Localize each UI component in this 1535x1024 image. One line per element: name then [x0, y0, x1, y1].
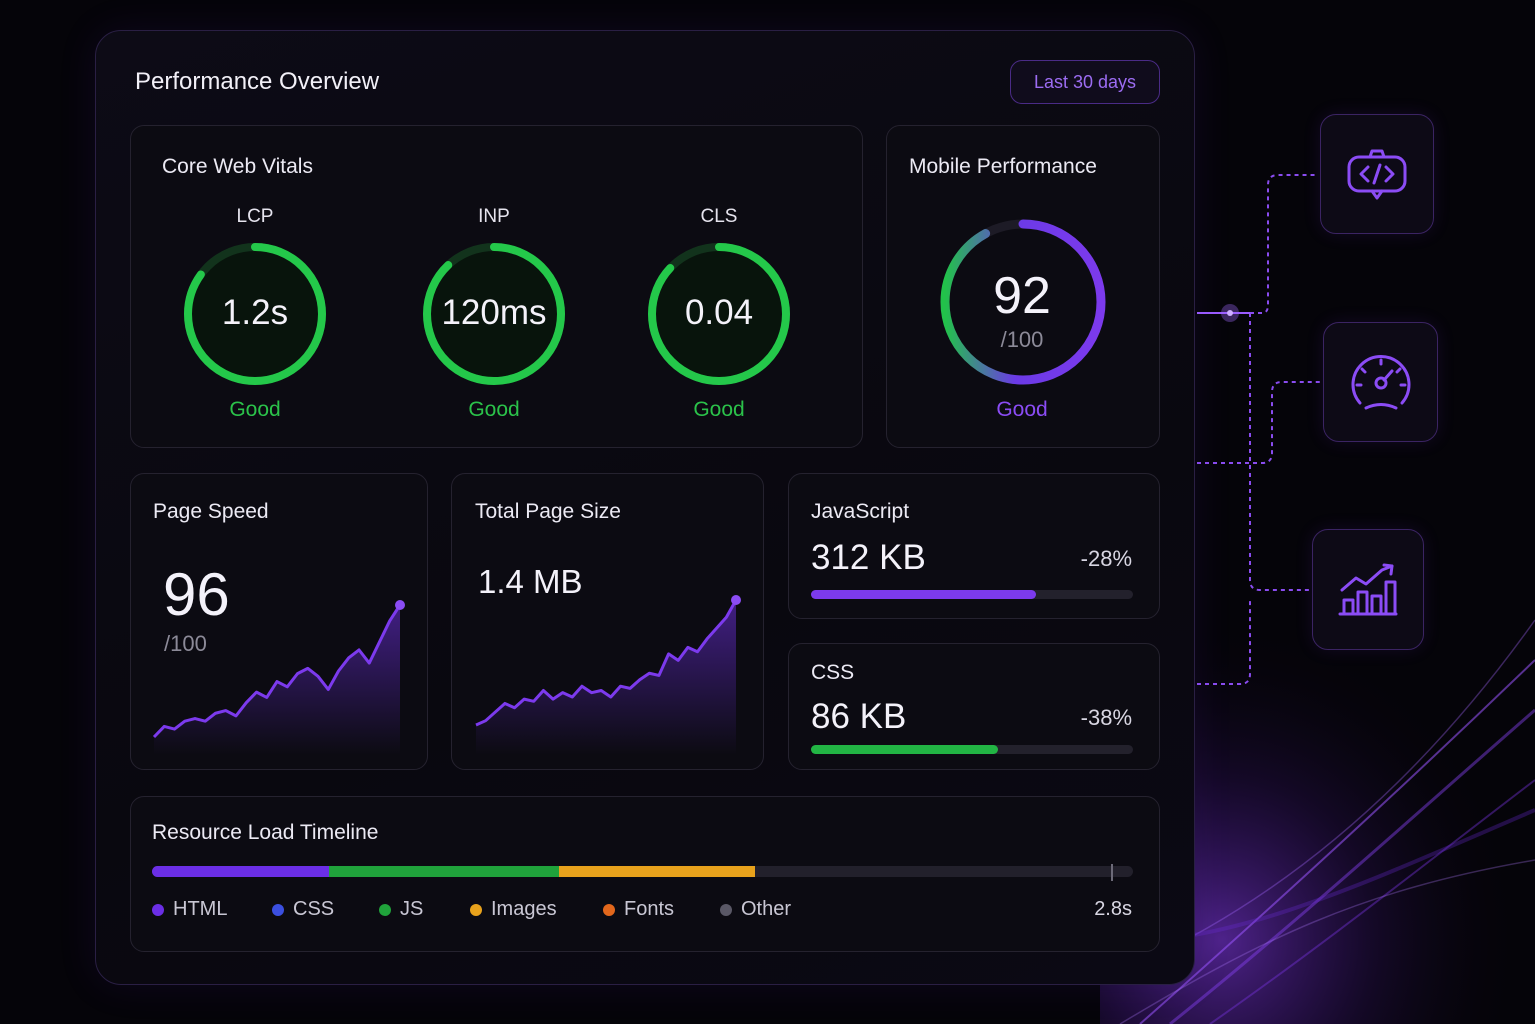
- timeline-track: [152, 866, 1133, 877]
- page-speed-title: Page Speed: [153, 500, 269, 523]
- css-change: -38%: [1080, 705, 1132, 730]
- mobile-status: Good: [996, 398, 1048, 421]
- timeline-segment-js: [328, 866, 560, 877]
- total-page-size-title: Total Page Size: [475, 500, 621, 523]
- mobile-performance-title: Mobile Performance: [909, 155, 1097, 178]
- legend-js-dot: [379, 903, 391, 916]
- legend-other-dot: [720, 903, 732, 916]
- mobile-score-gauge: [940, 219, 1106, 385]
- legend-fonts-label: Fonts: [624, 898, 675, 920]
- legend-html: HTML: [152, 898, 227, 921]
- timeline-end-marker: [1111, 864, 1113, 881]
- date-range-button[interactable]: Last 30 days: [1010, 60, 1160, 104]
- cls-value: 0.04: [684, 293, 754, 332]
- mobile-score-max: /100: [1000, 327, 1044, 352]
- code-bot-button[interactable]: [1320, 114, 1434, 234]
- lcp-label: LCP: [236, 206, 274, 227]
- javascript-bar: [811, 590, 1133, 599]
- legend-images: Images: [470, 898, 557, 921]
- legend-images-label: Images: [491, 898, 557, 920]
- inp-status: Good: [468, 398, 520, 421]
- cls-status: Good: [693, 398, 745, 421]
- inp-label: INP: [478, 206, 510, 227]
- legend-fonts-dot: [603, 903, 615, 916]
- page-speed-score: 96: [163, 561, 230, 628]
- css-size: 86 KB: [811, 697, 907, 736]
- legend-js-label: JS: [400, 898, 424, 920]
- page-speed-sparkline: [152, 600, 405, 755]
- lcp-value: 1.2s: [221, 293, 289, 332]
- legend-css: CSS: [272, 898, 334, 921]
- css-bar-fill: [811, 745, 998, 754]
- analytics-button[interactable]: [1312, 529, 1424, 650]
- legend-js: JS: [379, 898, 423, 921]
- page-title: Performance Overview: [135, 68, 380, 95]
- legend-images-dot: [470, 903, 482, 916]
- sparkline-area: [154, 605, 400, 755]
- page-speed-max: /100: [164, 631, 207, 656]
- timeline-segment-html: [152, 866, 329, 877]
- cls-gauge: [648, 243, 790, 385]
- legend-css-dot: [272, 903, 284, 916]
- timeline-segment-images: [559, 866, 756, 877]
- speedometer-button[interactable]: [1323, 322, 1438, 442]
- javascript-bar-fill: [811, 590, 1037, 599]
- sparkline-line: [152, 604, 402, 739]
- css-title: CSS: [811, 661, 855, 684]
- cls-label: CLS: [700, 206, 738, 227]
- mobile-performance-card: [886, 125, 1160, 448]
- legend-other-label: Other: [741, 898, 792, 920]
- total-page-size-value: 1.4 MB: [478, 563, 583, 600]
- code-bot-icon: [1347, 149, 1407, 200]
- total-page-size-sparkline: [475, 595, 741, 755]
- bar-chart-growth-icon: [1338, 563, 1398, 615]
- sparkline-end-point: [395, 600, 405, 610]
- legend-other: Other: [720, 898, 791, 921]
- speedometer-icon: [1351, 354, 1410, 410]
- resource-timeline-title: Resource Load Timeline: [152, 821, 379, 844]
- javascript-change: -28%: [1080, 546, 1132, 571]
- lcp-gauge: [184, 243, 326, 385]
- timeline-total: 2.8s: [1094, 898, 1132, 920]
- sparkline-line: [475, 599, 738, 727]
- legend-html-label: HTML: [173, 898, 228, 920]
- mobile-score-value: 92: [993, 267, 1051, 325]
- core-web-vitals-title: Core Web Vitals: [162, 155, 313, 178]
- inp-gauge: [423, 243, 565, 385]
- legend-css-label: CSS: [293, 898, 335, 920]
- legend-html-dot: [152, 903, 164, 916]
- lcp-status: Good: [229, 398, 281, 421]
- css-bar: [811, 745, 1133, 754]
- sparkline-end-point: [731, 595, 741, 605]
- sparkline-area: [476, 600, 736, 755]
- javascript-size: 312 KB: [811, 538, 926, 577]
- legend-fonts: Fonts: [603, 898, 674, 921]
- inp-value: 120ms: [441, 293, 547, 332]
- javascript-title: JavaScript: [811, 500, 910, 523]
